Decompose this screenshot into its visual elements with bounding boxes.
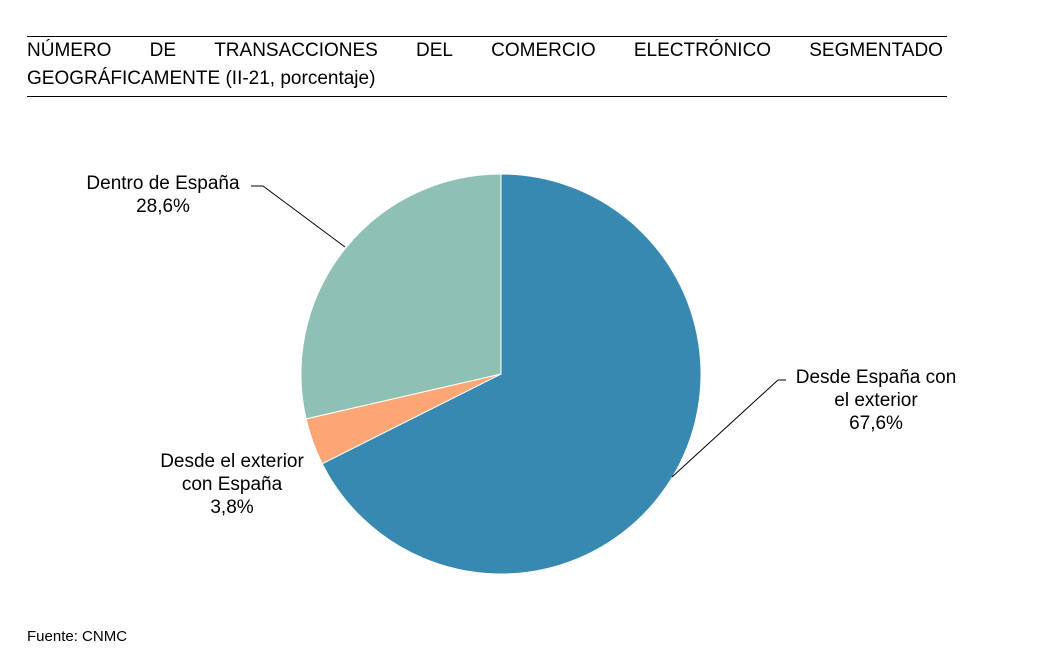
leader-line-dentro-espana — [262, 185, 346, 248]
title-word: DEL — [416, 40, 453, 61]
slice-value-dentro-espana: 28,6% — [136, 196, 190, 217]
slice-label-desde-espana-line1: Desde España con — [796, 367, 957, 388]
source-note: Fuente: CNMC — [27, 628, 128, 645]
chart-title-line-2: GEOGRÁFICAMENTE (II-21, porcentaje) — [27, 68, 376, 89]
slice-label-desde-exterior-line2: con España — [182, 474, 283, 495]
title-word: DE — [149, 40, 177, 61]
slice-value-desde-exterior: 3,8% — [210, 497, 253, 518]
title-word: TRANSACCIONES — [214, 40, 378, 61]
title-top-rule — [27, 36, 947, 37]
pie-slices — [300, 173, 702, 575]
leader-lines — [251, 185, 786, 478]
slice-value-desde-espana: 67,6% — [849, 413, 903, 434]
slice-label-dentro-espana: Dentro de España — [86, 173, 240, 194]
title-word: SEGMENTADO — [809, 40, 943, 61]
leader-line-desde-espana — [671, 379, 779, 478]
title-word: COMERCIO — [491, 40, 596, 61]
pie-slice-dentro-espana — [300, 173, 502, 420]
slice-label-desde-exterior-line1: Desde el exterior — [160, 451, 304, 472]
title-word: NÚMERO — [27, 40, 112, 61]
title-word: ELECTRÓNICO — [633, 40, 772, 61]
slice-label-desde-espana-line2: el exterior — [834, 390, 918, 411]
chart-title-line-1: NÚMERO DE TRANSACCIONES DEL COMERCIO ELE… — [27, 40, 943, 62]
title-bottom-rule — [27, 96, 947, 97]
pie-slice-desde-espana — [321, 173, 702, 575]
